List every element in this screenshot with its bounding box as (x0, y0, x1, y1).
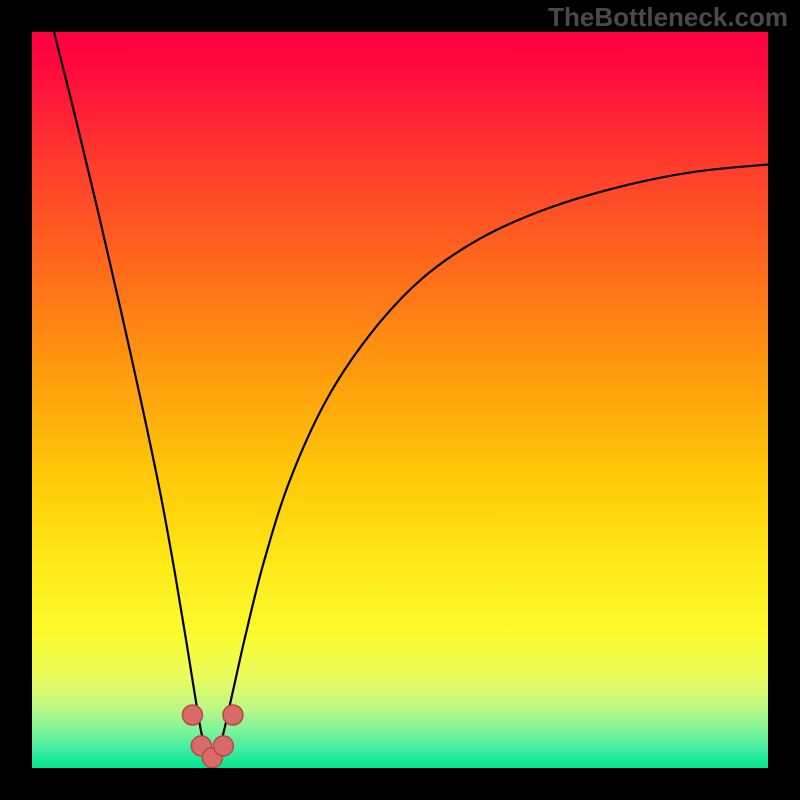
bottleneck-marker (182, 705, 202, 725)
curve-layer (32, 32, 768, 768)
plot-area (32, 32, 768, 768)
curve-left-branch (54, 32, 212, 761)
bottleneck-marker (223, 705, 243, 725)
watermark-text: TheBottleneck.com (548, 2, 788, 33)
bottleneck-marker (213, 736, 233, 756)
curve-right-branch (212, 164, 768, 760)
